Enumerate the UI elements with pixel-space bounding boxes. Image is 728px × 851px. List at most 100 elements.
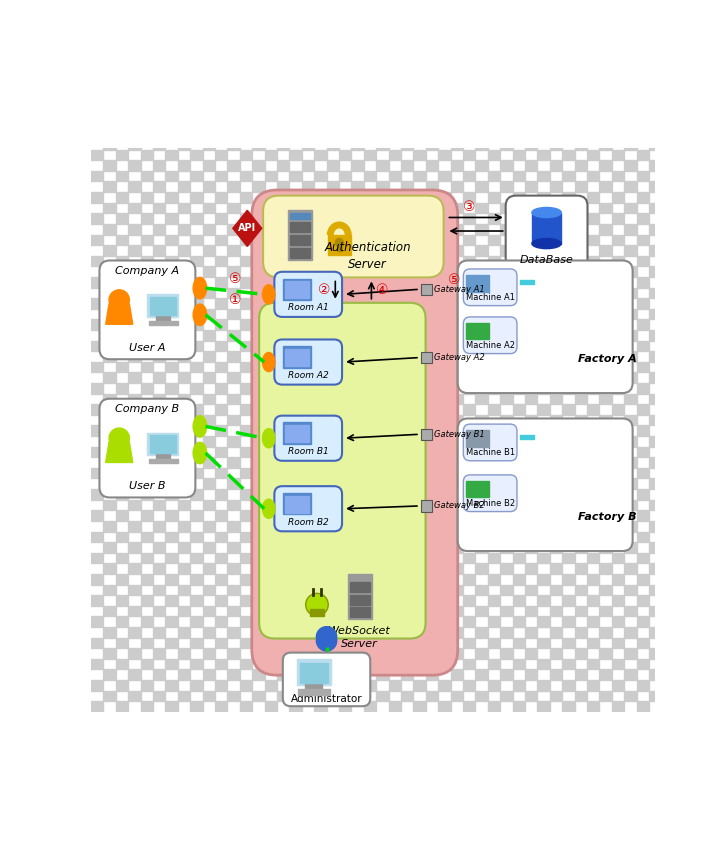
Bar: [562, 595, 574, 606]
Bar: [401, 330, 414, 340]
Text: WebSocket
Server: WebSocket Server: [328, 625, 391, 648]
Bar: [165, 404, 178, 414]
Bar: [550, 373, 562, 383]
Bar: [636, 171, 649, 181]
Bar: [202, 330, 215, 340]
Bar: [401, 160, 414, 171]
Bar: [438, 574, 451, 585]
Bar: [475, 500, 488, 511]
Text: Machine B2: Machine B2: [466, 500, 515, 508]
Bar: [141, 489, 153, 500]
Bar: [587, 404, 599, 414]
Bar: [240, 192, 252, 203]
Bar: [649, 606, 662, 616]
Bar: [364, 404, 376, 414]
Bar: [463, 532, 475, 542]
Bar: [277, 266, 290, 277]
Bar: [264, 447, 277, 457]
Bar: [525, 309, 537, 319]
Bar: [636, 340, 649, 351]
Bar: [240, 574, 252, 585]
Bar: [624, 542, 636, 553]
Bar: [302, 160, 314, 171]
Bar: [314, 701, 327, 711]
Bar: [451, 648, 463, 659]
Bar: [624, 478, 636, 489]
Bar: [550, 309, 562, 319]
Bar: [103, 351, 116, 362]
Bar: [463, 255, 475, 266]
Bar: [438, 255, 451, 266]
Bar: [277, 139, 290, 150]
Bar: [252, 500, 264, 511]
Bar: [537, 447, 550, 457]
Bar: [302, 245, 314, 255]
Bar: [149, 321, 178, 325]
Bar: [550, 266, 562, 277]
Bar: [488, 637, 500, 648]
Bar: [290, 214, 302, 224]
Bar: [264, 340, 277, 351]
Bar: [202, 521, 215, 532]
Bar: [401, 500, 414, 511]
Bar: [525, 627, 537, 637]
Bar: [116, 383, 128, 394]
Bar: [451, 627, 463, 637]
Bar: [103, 139, 116, 150]
Bar: [636, 447, 649, 457]
Bar: [352, 245, 364, 255]
Bar: [364, 319, 376, 330]
Bar: [426, 457, 438, 468]
Bar: [624, 266, 636, 277]
Bar: [153, 521, 165, 532]
Bar: [178, 373, 190, 383]
Bar: [438, 129, 451, 139]
Bar: [401, 521, 414, 532]
Bar: [414, 404, 426, 414]
Bar: [636, 150, 649, 160]
Bar: [277, 224, 290, 235]
Bar: [599, 394, 612, 404]
Bar: [550, 563, 562, 574]
Bar: [277, 309, 290, 319]
Bar: [537, 489, 550, 500]
Bar: [550, 160, 562, 171]
Bar: [327, 414, 339, 426]
Ellipse shape: [263, 429, 275, 448]
Bar: [153, 160, 165, 171]
Bar: [401, 542, 414, 553]
Bar: [202, 139, 215, 150]
Bar: [141, 426, 153, 436]
Bar: [662, 404, 674, 414]
Bar: [649, 394, 662, 404]
Bar: [624, 245, 636, 255]
Bar: [190, 362, 202, 373]
Text: ③: ③: [463, 200, 475, 214]
Bar: [550, 627, 562, 637]
Bar: [264, 426, 277, 436]
Bar: [141, 298, 153, 309]
Bar: [587, 489, 599, 500]
Bar: [636, 616, 649, 627]
Bar: [339, 255, 352, 266]
Bar: [178, 627, 190, 637]
Bar: [165, 447, 178, 457]
Bar: [500, 627, 513, 637]
Bar: [290, 447, 302, 457]
Bar: [240, 468, 252, 478]
Bar: [488, 511, 500, 521]
Bar: [153, 181, 165, 192]
Bar: [426, 606, 438, 616]
Bar: [451, 606, 463, 616]
Bar: [537, 298, 550, 309]
Bar: [463, 362, 475, 373]
Bar: [574, 648, 587, 659]
Bar: [364, 383, 376, 394]
Bar: [574, 288, 587, 298]
Bar: [525, 160, 537, 171]
Ellipse shape: [193, 304, 207, 326]
Bar: [339, 553, 352, 563]
Bar: [128, 288, 141, 298]
Bar: [91, 255, 103, 266]
Bar: [302, 224, 314, 235]
